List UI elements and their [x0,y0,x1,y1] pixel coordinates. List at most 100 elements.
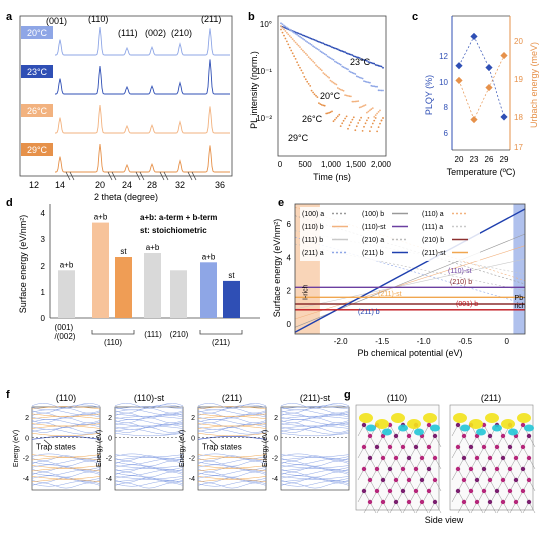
decay-point [341,65,344,68]
decay-point [350,71,352,73]
d-ytick: 0 [41,314,46,323]
f-title: (211) [222,393,242,403]
atom [455,444,461,450]
decay-point [360,77,362,79]
e-legend-entry: (111) a [422,224,443,231]
e-xtick: -1.5 [375,337,389,346]
decay-point [334,118,336,121]
atom [406,499,412,505]
decay-point [344,117,346,120]
decay-point [310,44,313,46]
decay-point [320,42,323,44]
temp-label-20: 20°C [27,28,48,38]
decay-point [316,40,319,43]
decay-point [379,109,381,112]
e-legend-entry: (210) a [362,237,384,244]
decay-point [331,58,333,60]
atom [461,433,467,439]
atom [419,499,425,505]
band-line [280,427,350,433]
decay-point [322,52,325,54]
e-legend-entry: (211)-st [422,250,446,257]
atom [400,488,406,494]
decay-point [332,81,335,84]
atom [526,433,532,439]
band-line [31,465,101,469]
decay-point [303,51,306,53]
bar [200,262,217,318]
atom [474,499,480,505]
c-point [454,76,464,85]
decay-point [325,112,328,115]
e-legend-entry: (100) b [362,211,384,218]
atom [494,444,500,450]
decay-point [303,34,306,37]
decay-point [315,64,317,66]
e-line-label: (211)-st [378,291,402,298]
charge-density-yellow [453,413,467,423]
decay-point [380,65,383,68]
band-line [280,404,350,411]
decay-point [367,110,370,113]
decay-point [364,59,367,62]
decay-point [302,34,304,37]
band-line [197,479,267,483]
c-point [484,83,494,92]
series-label-29c: 29°C [288,133,309,143]
f-title: (110) [56,393,76,403]
panel-label-f: f [6,389,10,401]
charge-density-yellow [359,413,373,423]
bar-label: a+b [94,213,108,222]
decay-point [332,58,335,61]
decay-point [352,116,355,119]
band-line [280,475,350,482]
decay-point [342,89,345,92]
bar [170,270,187,318]
f-frame [197,406,267,491]
c-marks [454,32,509,124]
f-ytick: 2 [108,415,112,422]
decay-point [280,25,282,28]
decay-point [350,95,352,98]
atom [361,422,367,428]
decay-point [344,67,346,69]
decay-point [304,35,307,38]
panel-c: c 12 10 8 6 20 19 18 17 20 23 26 29 Temp… [412,11,539,177]
e-line-label: (210) b [450,279,472,286]
charge-density-yellow [501,419,515,429]
e-series-line [294,243,526,291]
d-ytick: 1 [41,288,46,297]
temp-box-26 [21,104,53,117]
band-line [197,460,267,467]
band-line [197,464,267,471]
band-line [31,428,101,435]
c-point [469,115,479,124]
panel-d: d a+b a+b st a+b a+b st 0 1 2 3 4 Surface ene… [6,197,260,347]
charge-density-cyan [398,424,408,432]
decay-point [303,38,306,41]
band-line [197,409,267,416]
d-bracket-110 [91,330,135,335]
band-line [31,471,101,478]
bar [223,280,240,318]
decay-point [341,50,344,53]
decay-point [367,117,370,119]
charge-density-yellow [517,413,531,423]
decay-point [376,64,378,67]
c-right-tick: 19 [514,75,523,84]
atom [387,444,393,450]
decay-point [320,69,323,72]
decay-point [318,49,320,51]
band-line [31,423,101,427]
atom [526,477,532,483]
decay-point [347,52,349,55]
decay-point [344,51,346,54]
band-line [31,406,101,410]
decay-point [284,27,287,29]
f-title: (211)-st [300,393,331,403]
d-ytick: 2 [41,262,46,271]
band-line [197,419,267,425]
e-line-label: (001) b [456,301,478,308]
e-legend-entry: (100) a [302,211,324,218]
charge-density-yellow [423,413,437,423]
